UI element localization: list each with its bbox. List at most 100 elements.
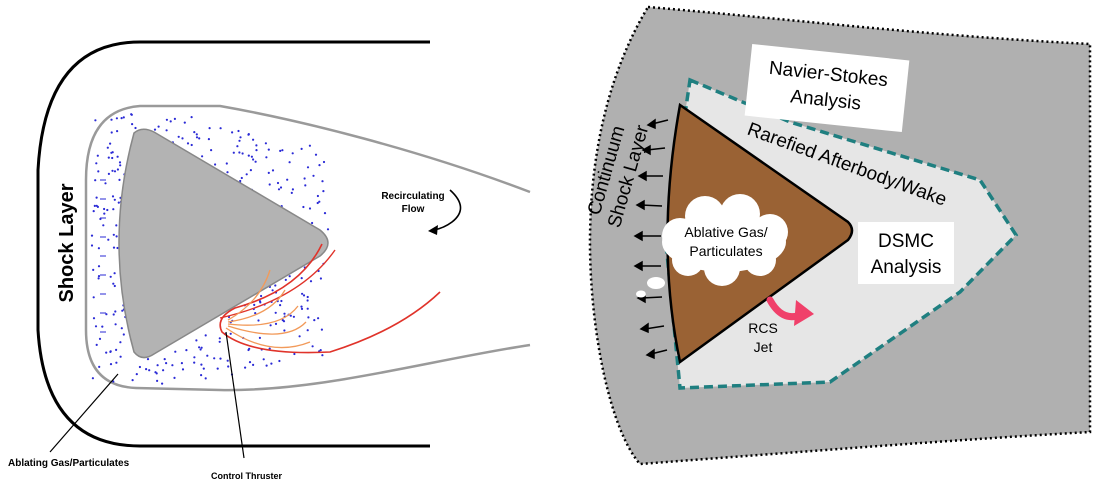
particle-dot [306, 307, 309, 310]
particle-dot [306, 329, 309, 332]
particle-dot [253, 303, 256, 306]
particle-dot [109, 275, 112, 278]
particle-dot [112, 282, 115, 285]
particle-dot [90, 234, 94, 237]
particle-dot [206, 354, 209, 357]
particle-dot [292, 315, 295, 318]
particle-dot [254, 312, 257, 315]
particle-dot [302, 205, 305, 209]
particle-dot [122, 333, 125, 336]
particle-dot [262, 358, 265, 361]
particle-dot [156, 379, 159, 382]
particle-dot [95, 162, 98, 165]
particle-dot [219, 357, 222, 360]
particle-dot [198, 346, 201, 349]
particle-dot [216, 367, 219, 370]
particle-dot [284, 278, 287, 281]
particle-dot [321, 354, 324, 357]
particle-dot [112, 233, 115, 236]
particle-dot [96, 154, 99, 157]
particle-dot [193, 131, 196, 134]
particle-dot [90, 244, 94, 247]
particle-dot [258, 300, 262, 303]
particle-dot [183, 121, 186, 124]
particle-dot [118, 178, 121, 181]
particle-dot [248, 361, 252, 364]
particle-dot [323, 212, 327, 215]
particle-dot [92, 210, 95, 213]
particle-dot [210, 149, 213, 152]
particle-dot [92, 268, 95, 271]
particle-dot [177, 135, 180, 138]
particle-dot [213, 357, 216, 360]
particle-dot [200, 346, 203, 349]
particle-dot [300, 307, 304, 310]
particle-dot [267, 148, 270, 151]
particle-dot [218, 337, 221, 340]
particle-dot [308, 207, 312, 210]
particle-dot [218, 340, 221, 343]
particle-dot [225, 162, 228, 165]
particle-dot [226, 359, 229, 362]
particle-dot [208, 127, 211, 130]
particle-dot [281, 149, 284, 152]
particle-dot [322, 190, 325, 193]
particle-dot [311, 221, 314, 225]
particle-dot [286, 178, 289, 181]
particle-dot [255, 149, 258, 152]
particle-dot [107, 238, 110, 241]
particle-dot [98, 365, 101, 368]
particle-dot [303, 177, 306, 180]
particle-dot [102, 224, 105, 227]
particle-dot [165, 118, 168, 121]
particle-dot [306, 295, 309, 299]
particle-dot [193, 361, 196, 364]
particle-dot [202, 367, 205, 370]
particle-dot [156, 364, 159, 367]
particle-dot [241, 152, 244, 155]
ablating-leader-line [49, 373, 119, 453]
particle-dot [291, 152, 294, 155]
ablative-gas-cloud [636, 194, 788, 298]
particle-dot [193, 356, 196, 359]
particle-dot [112, 208, 115, 211]
particle-dot [105, 351, 108, 354]
particle-dot [200, 363, 203, 366]
particle-dot [138, 365, 141, 369]
particle-dot [190, 143, 193, 147]
recirculation-arrow-icon [428, 189, 462, 235]
particle-dot [163, 358, 166, 361]
particle-dot [247, 154, 250, 157]
particle-dot [231, 131, 234, 134]
particle-dot [94, 325, 98, 328]
particle-dot [316, 194, 319, 198]
particle-dot [120, 117, 123, 120]
thruster-plume [219, 243, 441, 354]
particle-dot [254, 160, 257, 163]
particle-dot [283, 312, 286, 315]
particle-dot [236, 145, 239, 148]
particle-dot [199, 348, 202, 351]
particle-dot [165, 362, 168, 365]
particle-dot [274, 311, 277, 314]
particle-dot [288, 161, 291, 164]
particle-dot [97, 275, 101, 278]
particle-dot [232, 151, 235, 154]
particle-dots [90, 113, 330, 385]
particle-dot [91, 377, 94, 380]
particle-dot [185, 349, 188, 352]
particle-dot [121, 309, 124, 312]
particle-dot [247, 348, 250, 352]
particle-dot [226, 171, 229, 174]
particle-dot [245, 173, 248, 176]
rcs-jet-arrow-icon [766, 296, 814, 326]
left-diagram: Shock Layer Recirculating Flow Ablating … [8, 40, 531, 481]
particle-dot [269, 324, 272, 327]
particle-dot [116, 130, 119, 133]
particle-dot [195, 339, 198, 342]
particle-dot [279, 304, 282, 307]
particle-dot [110, 118, 113, 121]
particle-dot [145, 368, 148, 371]
particle-dot [250, 155, 253, 158]
particle-dot [113, 170, 117, 173]
